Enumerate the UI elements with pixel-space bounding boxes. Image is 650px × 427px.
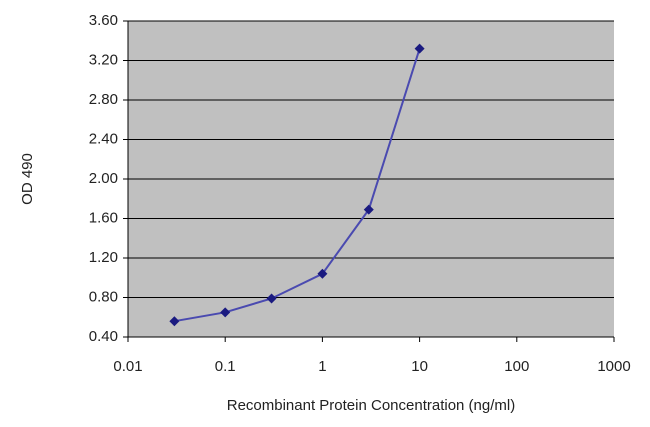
y-tick-label: 2.00 <box>89 170 118 187</box>
x-tick-label: 0.01 <box>113 358 142 375</box>
data-point <box>317 268 328 279</box>
x-tick-label: 0.1 <box>215 358 236 375</box>
y-tick-label: 3.20 <box>89 51 118 68</box>
series-line <box>174 48 421 323</box>
y-tick-label: 0.80 <box>89 288 118 305</box>
x-axis-label: Recombinant Protein Concentration (ng/ml… <box>227 397 515 414</box>
data-point <box>363 204 374 215</box>
data-point <box>414 43 425 54</box>
y-axis-label: OD 490 <box>19 153 36 205</box>
data-point <box>169 316 180 327</box>
y-tick-label: 2.40 <box>89 130 118 147</box>
y-tick-label: 1.20 <box>89 249 118 266</box>
y-tick-label: 1.60 <box>89 209 118 226</box>
x-tick-label: 1 <box>318 358 326 375</box>
y-tick-label: 0.40 <box>89 328 118 345</box>
data-point <box>266 293 277 304</box>
data-point <box>220 307 231 318</box>
y-tick-label: 3.60 <box>89 12 118 29</box>
x-tick-label: 100 <box>504 358 529 375</box>
x-tick-label: 1000 <box>597 358 630 375</box>
x-tick-label: 10 <box>411 358 428 375</box>
y-tick-label: 2.80 <box>89 91 118 108</box>
